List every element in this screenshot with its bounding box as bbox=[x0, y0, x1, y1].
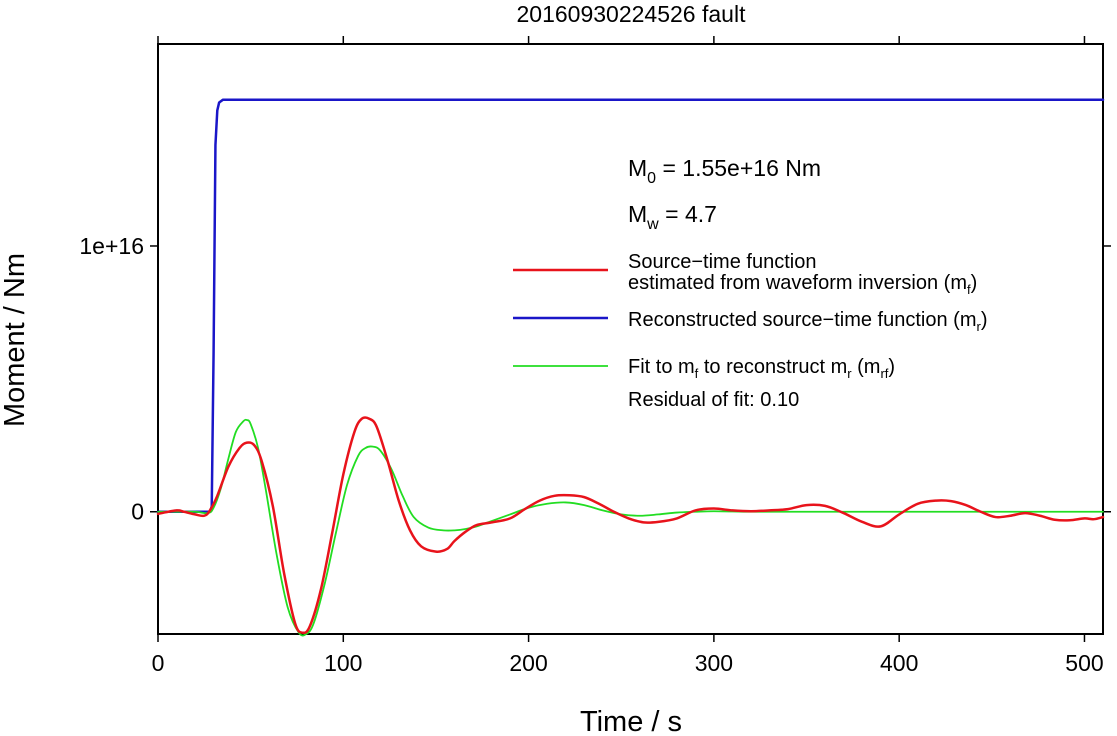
legend: Source−time function estimated from wave… bbox=[513, 251, 988, 411]
x-axis-label: Time / s bbox=[580, 706, 682, 736]
y-tick-label: 0 bbox=[131, 499, 144, 525]
plot-frame bbox=[157, 43, 1104, 635]
x-tick-label: 200 bbox=[509, 650, 547, 676]
series-lines bbox=[156, 98, 1105, 637]
mw-symbol: M bbox=[628, 201, 647, 227]
legend-green-d: ) bbox=[888, 356, 895, 378]
legend-blue-main: Reconstructed source−time function (m bbox=[628, 309, 977, 331]
chart-title: 20160930224526 fault bbox=[517, 1, 747, 27]
legend-green-c: (m bbox=[852, 356, 881, 378]
mw-value: = 4.7 bbox=[659, 201, 717, 227]
x-axis: 0 100 200 300 400 500 bbox=[152, 36, 1104, 676]
m0-symbol: M bbox=[628, 155, 647, 181]
series-line-fit bbox=[157, 418, 1104, 637]
y-axis-label: Moment / Nm bbox=[0, 253, 31, 427]
legend-label-green: Fit to mf to reconstruct mr (mrf) bbox=[628, 356, 895, 381]
legend-red-main: estimated from waveform inversion (m bbox=[628, 272, 967, 294]
m0-value: = 1.55e+16 Nm bbox=[656, 155, 821, 181]
x-tick-label: 0 bbox=[152, 650, 165, 676]
mw-subscript: w bbox=[646, 216, 659, 233]
legend-green-a: Fit to m bbox=[628, 356, 695, 378]
y-axis: 0 1e+16 bbox=[79, 233, 1111, 525]
series-line-stf-estimated bbox=[156, 416, 1105, 635]
residual-of-fit: Residual of fit: 0.10 bbox=[628, 389, 799, 411]
legend-red-sub: f bbox=[967, 282, 971, 297]
legend-label-blue: Reconstructed source−time function (mr) bbox=[628, 309, 988, 334]
series-line-stf-reconstructed bbox=[156, 98, 1105, 513]
legend-blue-end: ) bbox=[981, 309, 988, 331]
moment-magnitude-annotation: Mw = 4.7 bbox=[628, 201, 717, 233]
legend-green-a-sub: f bbox=[695, 366, 699, 381]
legend-red-end: ) bbox=[971, 272, 978, 294]
legend-green-b-sub: r bbox=[847, 366, 852, 381]
x-tick-label: 500 bbox=[1065, 650, 1103, 676]
legend-label-red-line1: Source−time function bbox=[628, 251, 816, 273]
legend-green-b: to reconstruct m bbox=[698, 356, 847, 378]
legend-green-c-sub: rf bbox=[880, 366, 888, 381]
legend-blue-sub: r bbox=[977, 319, 982, 334]
legend-label-red-line2: estimated from waveform inversion (mf) bbox=[628, 272, 977, 297]
x-tick-label: 100 bbox=[324, 650, 362, 676]
x-tick-label: 300 bbox=[695, 650, 733, 676]
seismic-moment-annotation: M0 = 1.55e+16 Nm bbox=[628, 155, 821, 187]
m0-subscript: 0 bbox=[647, 170, 656, 187]
y-tick-label: 1e+16 bbox=[79, 233, 144, 259]
x-tick-label: 400 bbox=[880, 650, 918, 676]
